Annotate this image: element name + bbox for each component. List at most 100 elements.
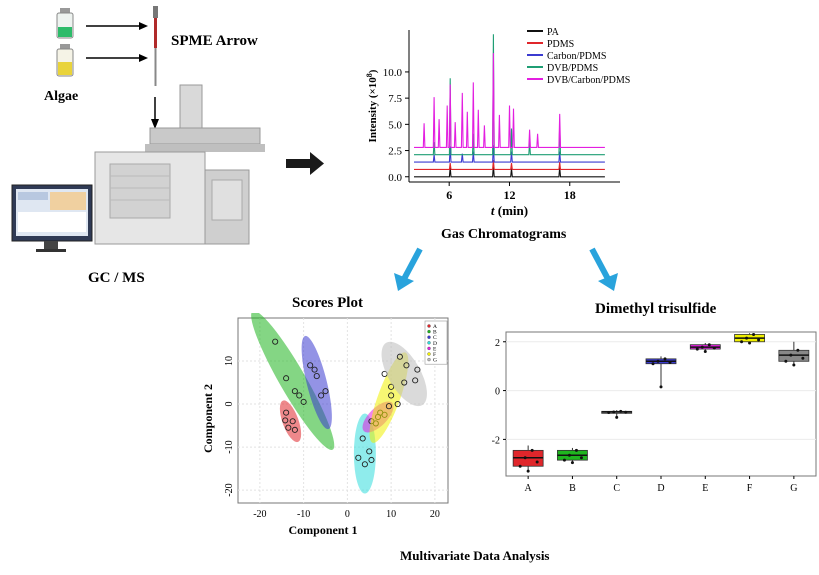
- boxplot-x-tick-label: C: [613, 483, 620, 494]
- dmts-boxplot-chart: 2 0 -2 A B C D E F G: [492, 331, 817, 494]
- scores-legend-label: F: [433, 352, 436, 358]
- scores-x-tick-label: 0: [345, 509, 350, 520]
- scores-x-tick-label: -20: [253, 509, 266, 520]
- scores-point-B: [296, 392, 303, 399]
- scores-legend-marker: [427, 329, 431, 334]
- boxplot-point-D: [663, 357, 667, 361]
- boxplot-point-B: [574, 448, 578, 452]
- chromo-x-label-var: t: [491, 203, 498, 218]
- scores-point-F: [394, 400, 401, 408]
- gcms-label: GC / MS: [88, 270, 145, 286]
- chromo-x-tick-label: 18: [564, 188, 576, 202]
- scores-point-D: [359, 435, 366, 442]
- boxplot-frame: [505, 331, 817, 477]
- boxplot-point-B: [567, 453, 571, 457]
- spme-arrow-fiber-icon: [153, 6, 158, 86]
- boxplot-point-E: [707, 343, 711, 347]
- scores-point-C: [322, 388, 329, 395]
- boxplot-point-B: [579, 456, 583, 460]
- scores-legend-label: G: [433, 358, 437, 364]
- chromo-series-1: [414, 159, 605, 170]
- scores-point-A: [285, 424, 292, 431]
- vial-to-spme-arrows: [86, 22, 148, 62]
- boxplot-point-G: [796, 348, 800, 352]
- scores-point-D: [368, 456, 375, 464]
- scores-x-tick-label: -10: [297, 509, 310, 520]
- boxplot-point-G: [801, 356, 805, 360]
- dmts-title: Dimethyl trisulfide: [595, 301, 717, 317]
- chromo-y-tick-label: 0.0: [388, 172, 402, 184]
- scores-y-label: Component 2: [201, 384, 215, 453]
- scores-point-A: [289, 418, 296, 425]
- scores-point-C: [313, 373, 320, 380]
- chromo-legend-label: PA: [547, 27, 560, 38]
- boxplot-x-tick-label: D: [657, 483, 664, 494]
- scores-point-C: [311, 366, 318, 373]
- boxplot-point-A: [518, 464, 522, 468]
- boxplot-point-C: [624, 410, 628, 414]
- boxplot-x-tick-label: G: [790, 483, 797, 494]
- scores-legend-marker: [427, 346, 431, 351]
- boxplot-point-F: [752, 332, 756, 336]
- scores-ellipse-G: [381, 341, 427, 407]
- boxplot-point-G: [792, 363, 796, 367]
- scores-plot-title: Scores Plot: [292, 295, 363, 311]
- algae-vial-green-icon: [56, 8, 74, 39]
- scores-y-tick-label: 0: [224, 402, 235, 407]
- boxplot-point-C: [619, 409, 623, 413]
- scores-point-D: [355, 454, 362, 461]
- workflow-illustration: [11, 6, 324, 252]
- chromo-series-4: [414, 53, 605, 148]
- algae-vial-yellow-icon: [56, 44, 74, 77]
- chromo-series-2: [414, 145, 605, 163]
- chromo-y-label-exp: 8: [365, 73, 374, 77]
- boxplot-point-F: [740, 340, 744, 344]
- boxplot-point-D: [659, 385, 663, 389]
- chromo-x-tick-label: 12: [503, 188, 515, 202]
- scores-y-tick-label: -20: [224, 483, 235, 496]
- chromo-x-label-unit: (min): [498, 203, 528, 218]
- boxplot-x-tick-label: E: [702, 483, 708, 494]
- scores-x-tick-label: 10: [386, 509, 396, 520]
- scores-point-C: [307, 362, 314, 369]
- scores-legend-label: A: [433, 324, 437, 330]
- scores-point-F: [388, 392, 395, 399]
- scores-point-G: [396, 353, 403, 360]
- scores-x-label: Component 1: [288, 523, 357, 537]
- boxplot-point-C: [607, 411, 611, 415]
- scores-point-G: [403, 362, 410, 369]
- scores-legend-label: C: [433, 335, 437, 341]
- chromo-y-tick-label: 5.0: [388, 119, 402, 131]
- scores-point-G: [401, 379, 408, 386]
- boxplot-point-F: [745, 336, 749, 340]
- boxplot-point-A: [526, 469, 530, 473]
- boxplot-point-F: [748, 341, 752, 345]
- boxplot-point-E: [712, 346, 716, 350]
- chromo-x-label: t (min): [491, 203, 528, 218]
- scores-point-A: [282, 417, 289, 424]
- scores-point-B: [283, 375, 290, 382]
- chromo-legend-label: Carbon/PDMS: [547, 51, 606, 62]
- chromo-legend-label: DVB/Carbon/PDMS: [547, 75, 630, 86]
- scores-point-A: [283, 409, 290, 416]
- boxplot-point-C: [615, 415, 619, 419]
- chromo-y-label: Intensity (×108): [365, 69, 379, 142]
- scores-point-D: [361, 461, 368, 468]
- algae-label: Algae: [44, 89, 79, 104]
- scores-point-G: [414, 366, 421, 373]
- boxplot-y-tick-label: 2: [495, 338, 500, 349]
- scores-y-tick-label: -10: [224, 440, 235, 453]
- chromo-series-0: [414, 165, 605, 178]
- scores-ellipse-B: [251, 313, 335, 450]
- chromo-y-tick-label: 10.0: [383, 67, 403, 79]
- scores-point-B: [300, 398, 307, 405]
- scores-point-B: [291, 388, 298, 395]
- scores-point-F: [385, 403, 392, 410]
- gcms-to-chromatogram-arrow: [286, 152, 324, 175]
- boxplot-point-E: [695, 347, 699, 351]
- chromo-y-tick-label: 7.5: [388, 93, 402, 105]
- boxplot-point-B: [562, 458, 566, 462]
- scores-legend-marker: [427, 324, 431, 328]
- boxplot-point-D: [651, 362, 655, 366]
